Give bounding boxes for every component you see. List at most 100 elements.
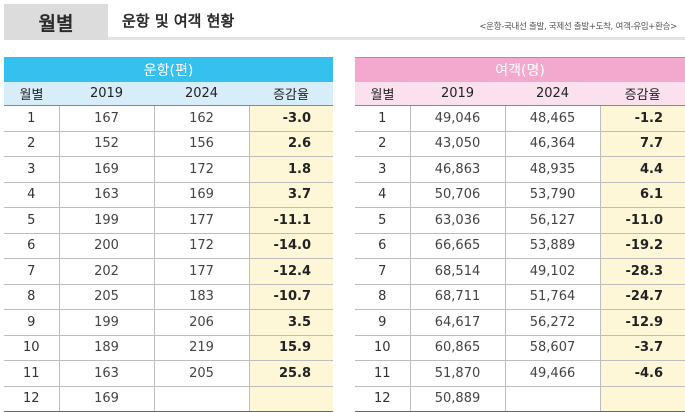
- cell-2024: 49,466: [505, 360, 601, 387]
- cell-2024: 177: [154, 207, 250, 234]
- page-header: 월별 운항 및 여객 현황 <운항-국내선 출발, 국제선 출발+도착, 여객-…: [0, 0, 685, 42]
- cell-month: 3: [355, 156, 411, 183]
- cell-month: 11: [4, 360, 60, 387]
- cell-2019: 49,046: [410, 105, 506, 132]
- cell-month: 9: [4, 309, 60, 336]
- cell-rate: [249, 386, 334, 412]
- cell-month: 7: [4, 258, 60, 285]
- cell-rate: -19.2: [600, 233, 685, 259]
- table-row: 5 199 177 -11.1: [4, 207, 334, 234]
- cell-2019: 50,706: [410, 182, 506, 208]
- cell-2024: 51,764: [505, 284, 601, 310]
- cell-rate: -24.7: [600, 284, 685, 310]
- table-row: 4 50,706 53,790 6.1: [355, 182, 685, 208]
- cell-2024: [505, 386, 601, 412]
- page-title: 운항 및 여객 현황: [122, 12, 235, 30]
- cell-2019: 51,870: [410, 360, 506, 387]
- passengers-rows: 1 49,046 48,465 -1.2 2 43,050 46,364 7.7 3 46,863…: [355, 105, 685, 412]
- cell-rate: -1.2: [600, 105, 685, 132]
- cell-rate: 4.4: [600, 156, 685, 183]
- column-header-2019: 2019: [59, 82, 154, 106]
- table-row: 6 66,665 53,889 -19.2: [355, 233, 685, 259]
- cell-rate: -11.0: [600, 207, 685, 234]
- cell-month: 5: [355, 207, 411, 234]
- cell-2024: 172: [154, 233, 250, 259]
- cell-month: 3: [4, 156, 60, 183]
- cell-2019: 202: [59, 258, 155, 285]
- cell-2024: 172: [154, 156, 250, 183]
- table-row: 10 189 219 15.9: [4, 335, 334, 361]
- column-header-month: 월별: [355, 82, 410, 106]
- cell-2024: 162: [154, 105, 250, 132]
- section-tab: 월별: [4, 4, 108, 40]
- cell-rate: 3.5: [249, 309, 334, 336]
- cell-2019: 46,863: [410, 156, 506, 183]
- cell-month: 8: [4, 284, 60, 310]
- cell-rate: 1.8: [249, 156, 334, 183]
- cell-rate: 25.8: [249, 360, 334, 387]
- cell-rate: [600, 386, 685, 412]
- cell-month: 2: [355, 131, 411, 157]
- table-row: 11 163 205 25.8: [4, 360, 334, 387]
- cell-2024: 169: [154, 182, 250, 208]
- cell-2019: 50,889: [410, 386, 506, 412]
- cell-rate: -10.7: [249, 284, 334, 310]
- cell-2024: 49,102: [505, 258, 601, 285]
- cell-2019: 163: [59, 182, 155, 208]
- table-row: 7 68,514 49,102 -28.3: [355, 258, 685, 285]
- table-row: 12 50,889: [355, 386, 685, 412]
- cell-rate: 7.7: [600, 131, 685, 157]
- cell-month: 4: [4, 182, 60, 208]
- table-row: 3 46,863 48,935 4.4: [355, 156, 685, 183]
- cell-2019: 43,050: [410, 131, 506, 157]
- cell-rate: -11.1: [249, 207, 334, 234]
- cell-month: 10: [4, 335, 60, 361]
- column-header-month: 월별: [4, 82, 59, 106]
- cell-month: 5: [4, 207, 60, 234]
- cell-month: 8: [355, 284, 411, 310]
- cell-month: 6: [355, 233, 411, 259]
- header-divider: [108, 37, 685, 40]
- passengers-group-title: 여객(명): [355, 57, 685, 82]
- table-row: 7 202 177 -12.4: [4, 258, 334, 285]
- cell-2024: 56,127: [505, 207, 601, 234]
- table-row: 4 163 169 3.7: [4, 182, 334, 208]
- table-row: 3 169 172 1.8: [4, 156, 334, 183]
- cell-2024: [154, 386, 250, 412]
- scope-note: <운항-국내선 출발, 국제선 출발+도착, 여객-유임+환승>: [479, 22, 677, 32]
- cell-month: 4: [355, 182, 411, 208]
- cell-2024: 56,272: [505, 309, 601, 336]
- table-row: 9 64,617 56,272 -12.9: [355, 309, 685, 336]
- cell-2019: 68,514: [410, 258, 506, 285]
- cell-2019: 200: [59, 233, 155, 259]
- cell-2024: 53,889: [505, 233, 601, 259]
- cell-2024: 219: [154, 335, 250, 361]
- cell-2019: 199: [59, 309, 155, 336]
- cell-month: 6: [4, 233, 60, 259]
- table-row: 8 205 183 -10.7: [4, 284, 334, 310]
- cell-month: 12: [4, 386, 60, 412]
- cell-2024: 183: [154, 284, 250, 310]
- cell-rate: 15.9: [249, 335, 334, 361]
- passengers-table: 여객(명) 월별 2019 2024 증감율 1 49,046 48,465 -1.2…: [355, 57, 685, 412]
- cell-month: 2: [4, 131, 60, 157]
- cell-rate: -28.3: [600, 258, 685, 285]
- table-row: 5 63,036 56,127 -11.0: [355, 207, 685, 234]
- column-header-2019: 2019: [410, 82, 505, 106]
- cell-2019: 60,865: [410, 335, 506, 361]
- cell-2024: 48,465: [505, 105, 601, 132]
- table-row: 12 169: [4, 386, 334, 412]
- table-row: 9 199 206 3.5: [4, 309, 334, 336]
- cell-month: 1: [355, 105, 411, 132]
- cell-2019: 169: [59, 156, 155, 183]
- operations-table: 운항(편) 월별 2019 2024 증감율 1 167 162 -3.0 2 152 15…: [4, 57, 334, 412]
- cell-2024: 58,607: [505, 335, 601, 361]
- cell-2019: 189: [59, 335, 155, 361]
- cell-2019: 199: [59, 207, 155, 234]
- cell-month: 9: [355, 309, 411, 336]
- cell-2024: 205: [154, 360, 250, 387]
- table-row: 6 200 172 -14.0: [4, 233, 334, 259]
- operations-rows: 1 167 162 -3.0 2 152 156 2.6 3 169 172 1.8 4 163 169 3.…: [4, 105, 334, 412]
- column-header-rate: 증감율: [249, 82, 334, 106]
- cell-rate: -12.9: [600, 309, 685, 336]
